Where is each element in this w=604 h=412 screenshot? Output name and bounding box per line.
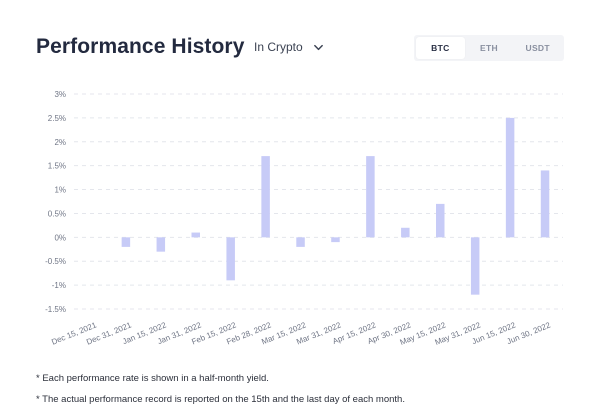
bar xyxy=(261,156,270,237)
bar xyxy=(122,237,130,247)
y-tick-label: -0.5% xyxy=(45,257,66,266)
y-tick-label: 0.5% xyxy=(48,209,66,218)
bar xyxy=(401,228,410,238)
footnote-half-month-yield: * Each performance rate is shown in a ha… xyxy=(36,368,405,389)
y-tick-label: 2% xyxy=(54,138,66,147)
bar xyxy=(436,204,445,237)
bar xyxy=(296,237,305,247)
footnotes: * Each performance rate is shown in a ha… xyxy=(36,368,405,410)
y-tick-label: 1% xyxy=(54,186,66,195)
bar xyxy=(331,237,340,242)
y-tick-label: 0% xyxy=(54,233,66,242)
bar xyxy=(192,233,201,238)
bar xyxy=(157,237,166,251)
y-tick-label: 3% xyxy=(54,90,66,99)
bar xyxy=(471,237,480,294)
footnote-reporting-schedule: * The actual performance record is repor… xyxy=(36,389,405,410)
bar xyxy=(366,156,375,237)
y-tick-label: 1.5% xyxy=(48,162,66,171)
bar xyxy=(506,118,515,237)
y-tick-label: -1.5% xyxy=(45,305,66,314)
bar xyxy=(226,237,235,280)
bar xyxy=(541,170,550,237)
y-tick-label: -1% xyxy=(52,281,66,290)
y-tick-label: 2.5% xyxy=(48,114,66,123)
